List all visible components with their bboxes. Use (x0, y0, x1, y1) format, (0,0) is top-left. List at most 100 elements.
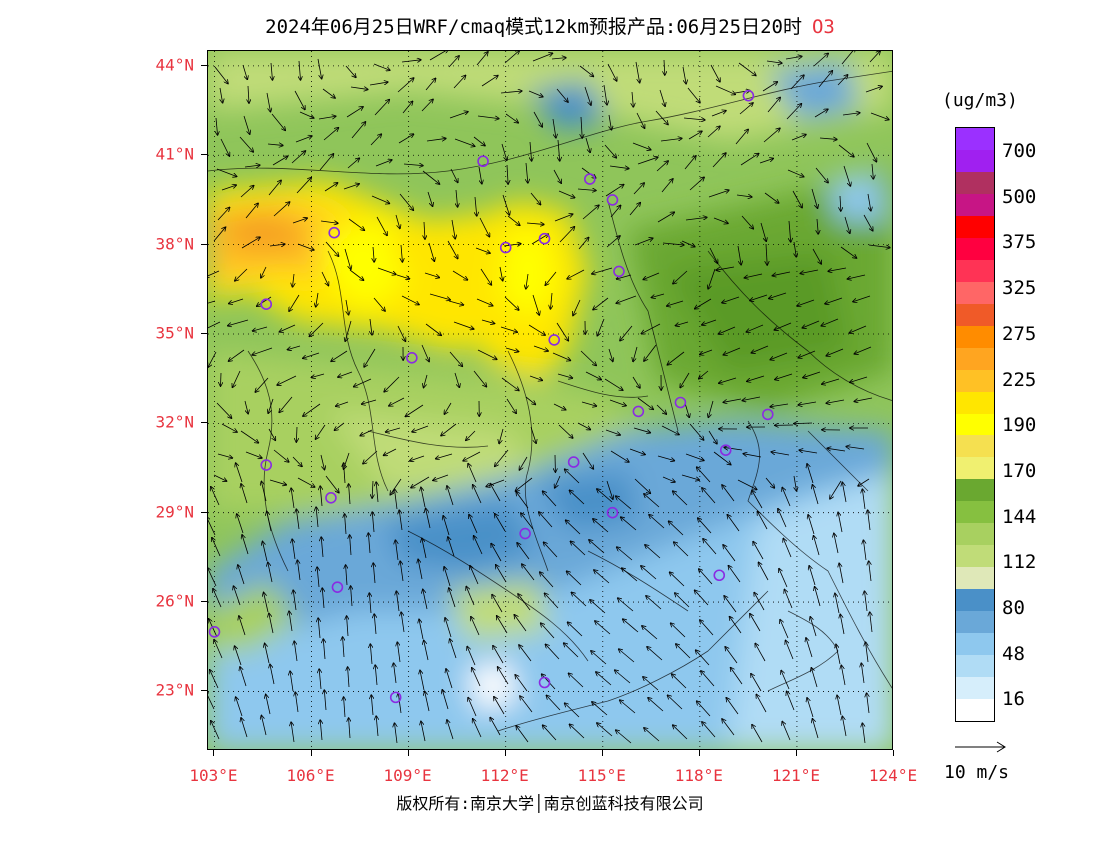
wind-arrow (338, 371, 353, 377)
wind-arrow (770, 352, 788, 360)
wind-arrow (648, 698, 664, 712)
wind-arrow (558, 424, 573, 438)
station-marker (584, 173, 596, 185)
wind-arrow (643, 677, 659, 691)
wind-arrow (853, 295, 871, 302)
legend-value-label: 16 (1002, 688, 1025, 711)
wind-arrow (320, 486, 322, 507)
wind-arrow (453, 75, 466, 89)
wind-arrow (279, 324, 296, 332)
wind-arrow (543, 725, 557, 741)
wind-arrow (475, 196, 477, 216)
wind-arrow (478, 166, 482, 184)
wind-arrow (565, 469, 580, 484)
wind-arrow (324, 183, 338, 192)
wind-arrow (373, 563, 375, 584)
wind-arrow (320, 720, 322, 741)
wind-arrow (296, 509, 300, 530)
wind-arrow (723, 347, 741, 355)
wind-arrow (411, 476, 430, 488)
wind-arrow (394, 723, 398, 744)
wind-arrow (744, 273, 763, 278)
legend-swatch (956, 677, 994, 700)
legend-swatch (956, 545, 994, 568)
wind-arrow (360, 429, 373, 436)
wind-arrow (837, 75, 848, 86)
longitude-tick (504, 750, 506, 756)
wind-arrow (757, 511, 768, 530)
longitude-tick (407, 750, 409, 756)
wind-arrow (309, 322, 324, 336)
wind-arrow (545, 644, 560, 660)
wind-arrow (577, 422, 590, 430)
wind-arrow (635, 61, 640, 83)
wind-arrow (375, 665, 377, 686)
wind-arrow (243, 115, 250, 134)
wind-arrow (495, 449, 509, 466)
wind-arrow (551, 58, 566, 59)
wind-arrow (362, 399, 377, 404)
wind-arrow (762, 82, 777, 92)
wind-arrow (818, 71, 832, 88)
wind-arrow (520, 696, 533, 713)
wind-arrow (751, 674, 762, 692)
wind-arrow (539, 512, 553, 528)
wind-arrow (723, 545, 736, 562)
wind-arrow (240, 667, 247, 687)
wind-arrow (758, 562, 769, 581)
wind-arrow (211, 487, 220, 506)
wind-arrow (504, 296, 519, 310)
legend-value-label: 375 (1002, 231, 1037, 254)
wind-arrow (854, 346, 872, 354)
legend-swatch (956, 149, 994, 173)
wind-arrow (269, 613, 274, 634)
wind-arrow (507, 164, 508, 184)
latitude-label: 44°N (155, 55, 194, 75)
wind-arrow (674, 542, 689, 557)
wind-arrow (472, 668, 481, 687)
wind-arrow (427, 191, 433, 206)
wind-arrow (303, 403, 321, 416)
wind-arrow (700, 349, 713, 354)
wind-arrow (787, 169, 804, 177)
wind-arrow (290, 671, 294, 692)
wind-arrow (264, 592, 269, 613)
wind-arrow (395, 540, 399, 561)
wind-arrow (710, 64, 720, 82)
wind-arrow (373, 246, 374, 262)
wind-arrow (736, 195, 752, 197)
wind-arrow (269, 479, 286, 485)
wind-arrow (722, 485, 735, 502)
wind-arrow (620, 325, 633, 341)
wind-arrow (490, 718, 501, 736)
wind-arrow (567, 571, 582, 586)
wind-arrow (545, 271, 557, 285)
wind-arrow (266, 694, 271, 715)
wind-arrow (812, 248, 821, 264)
wind-arrow (372, 480, 373, 498)
wind-arrow (368, 533, 370, 554)
legend-swatch (956, 589, 994, 612)
wind-arrow (471, 617, 480, 636)
wind-arrow (533, 345, 548, 351)
wind-arrow (211, 721, 220, 740)
wind-arrow (468, 464, 477, 483)
wind-arrow (566, 520, 581, 535)
wind-arrow (528, 324, 545, 335)
pollutant-species: O3 (811, 16, 835, 38)
wind-arrow (424, 640, 429, 661)
title-text: 2024年06月25日WRF/cmaq模式12km预报产品:06月25日20时 (265, 16, 802, 38)
wind-arrow (261, 266, 267, 278)
wind-arrow (578, 237, 589, 250)
wind-arrow (606, 480, 613, 499)
wind-arrow (564, 643, 579, 658)
wind-arrow (265, 643, 270, 664)
wind-arrow (696, 650, 710, 666)
wind-arrow (401, 612, 405, 633)
wind-arrow (798, 401, 817, 405)
wind-arrow (558, 190, 575, 198)
wind-arrow (565, 703, 580, 718)
wind-arrow (568, 673, 584, 688)
wind-arrow (325, 241, 339, 256)
wind-arrow (245, 451, 262, 458)
